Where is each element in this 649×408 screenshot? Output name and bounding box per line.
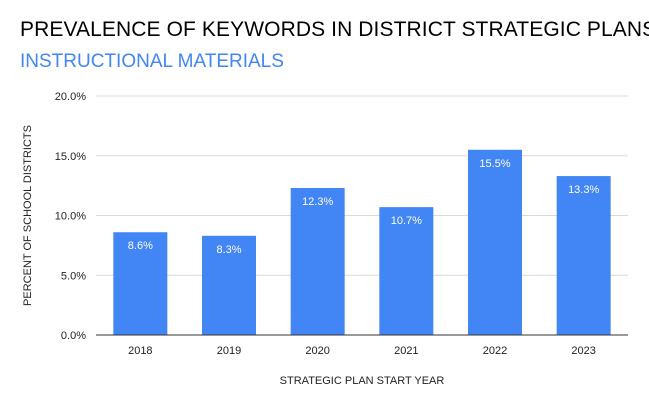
x-tick-label: 2023	[571, 345, 595, 357]
y-tick-label: 0.0%	[61, 330, 86, 342]
bar-2023	[556, 176, 611, 335]
data-label-2023: 13.3%	[568, 184, 599, 196]
chart-subtitle: INSTRUCTIONAL MATERIALS	[20, 51, 284, 72]
x-tick-label: 2019	[217, 345, 241, 357]
x-tick-label: 2020	[305, 345, 329, 357]
bar-2018	[113, 232, 168, 335]
bar-2020	[290, 188, 345, 335]
bar-2019	[202, 235, 256, 335]
y-axis-ticks: 0.0% 5.0% 10.0% 15.0% 20.0%	[55, 91, 86, 342]
x-axis-title: STRATEGIC PLAN START YEAR	[280, 375, 445, 387]
x-axis-ticks: 2018 2019 2020 2021 2022 2023	[128, 345, 596, 357]
bars	[113, 149, 611, 335]
y-axis-title: PERCENT OF SCHOOL DISTRICTS	[22, 125, 34, 306]
x-tick-label: 2021	[394, 345, 418, 357]
data-label-2020: 12.3%	[302, 196, 333, 208]
data-label-2022: 15.5%	[479, 158, 510, 170]
gridlines	[96, 95, 628, 276]
data-label-2019: 8.3%	[216, 244, 241, 256]
bar-2022	[468, 149, 522, 335]
y-tick-label: 15.0%	[55, 151, 86, 163]
x-tick-label: 2018	[128, 345, 152, 357]
data-label-2018: 8.6%	[128, 240, 153, 252]
y-tick-label: 10.0%	[55, 211, 86, 223]
x-tick-label: 2022	[483, 345, 507, 357]
data-label-2021: 10.7%	[391, 215, 422, 227]
bar-2021	[379, 207, 434, 335]
data-labels: 8.6% 8.3% 12.3% 10.7% 15.5% 13.3%	[128, 158, 600, 256]
y-tick-label: 20.0%	[55, 91, 86, 103]
y-tick-label: 5.0%	[61, 270, 86, 282]
chart-title: PREVALENCE OF KEYWORDS IN DISTRICT STRAT…	[20, 18, 649, 41]
